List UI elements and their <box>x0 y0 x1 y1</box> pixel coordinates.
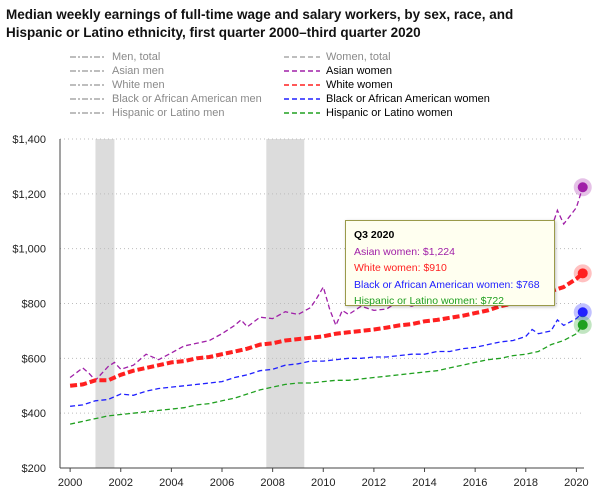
legend-item-label: Black or African American men <box>112 93 262 105</box>
x-tick-label: 2016 <box>463 477 487 489</box>
legend-item-label: Hispanic or Latino women <box>326 107 453 119</box>
x-tick-label: 2012 <box>362 477 386 489</box>
chart-title-line-1: Median weekly earnings of full-time wage… <box>6 7 514 22</box>
legend-line-swatch <box>70 112 106 114</box>
x-tick-label: 2004 <box>159 477 183 489</box>
legend-item-label: White women <box>326 79 393 91</box>
x-tick-label: 2018 <box>514 477 538 489</box>
x-tick-label: 2002 <box>109 477 133 489</box>
legend-line-swatch <box>70 84 106 86</box>
hover-tooltip: Q3 2020 Asian women: $1,224 White women:… <box>345 220 555 307</box>
legend-item-label: Hispanic or Latino men <box>112 107 225 119</box>
y-tick-label: $1,200 <box>12 189 46 201</box>
legend-item-label: Asian men <box>112 65 164 77</box>
tooltip-line-asian-women: Asian women: $1,224 <box>354 245 455 258</box>
data-point-white-women <box>577 268 588 279</box>
data-point-hispanic-or-latino-women <box>577 319 588 330</box>
data-point-black-or-african-american-women <box>577 307 588 318</box>
legend-line-swatch <box>70 70 106 72</box>
legend-item-label: Asian women <box>326 65 393 77</box>
tooltip-line-hispanic-women: Hispanic or Latino women: $722 <box>354 295 505 307</box>
tooltip-line-white-women: White women: $910 <box>354 262 447 274</box>
series-line-black-or-african-american-women <box>70 311 584 407</box>
y-tick-label: $200 <box>22 463 46 475</box>
y-tick-label: $400 <box>22 408 46 420</box>
legend-line-swatch <box>284 70 320 72</box>
legend-line-swatch <box>284 112 320 114</box>
x-tick-label: 2014 <box>412 477 436 489</box>
x-tick-label: 2008 <box>260 477 284 489</box>
series-line-hispanic-or-latino-women <box>69 324 584 425</box>
tooltip-title: Q3 2020 <box>354 229 395 241</box>
legend-item-label: White men <box>112 79 165 91</box>
legend-item-label: Women, total <box>326 51 391 63</box>
legend-line-swatch <box>284 98 320 100</box>
y-tick-label: $600 <box>22 353 46 365</box>
tooltip-line-black-women: Black or African American women: $768 <box>354 278 540 291</box>
legend-item-label: Black or African American women <box>326 93 490 105</box>
x-tick-label: 2006 <box>210 477 234 489</box>
legend-item-label: Men, total <box>112 51 161 63</box>
chart-title-line-2: Hispanic or Latino ethnicity, first quar… <box>6 25 421 40</box>
legend-line-swatch <box>70 98 106 100</box>
legend-line-swatch <box>284 84 320 86</box>
x-tick-label: 2010 <box>311 477 335 489</box>
y-tick-label: $1,000 <box>12 244 46 256</box>
legend-line-swatch <box>70 56 106 58</box>
y-tick-label: $800 <box>22 299 46 311</box>
legend-line-swatch <box>284 56 320 58</box>
x-tick-label: 2000 <box>58 477 82 489</box>
data-point-asian-women <box>577 182 588 193</box>
x-tick-label: 2020 <box>564 477 588 489</box>
y-tick-label: $1,400 <box>12 134 46 146</box>
chart-title: Median weekly earnings of full-time wage… <box>6 6 586 42</box>
